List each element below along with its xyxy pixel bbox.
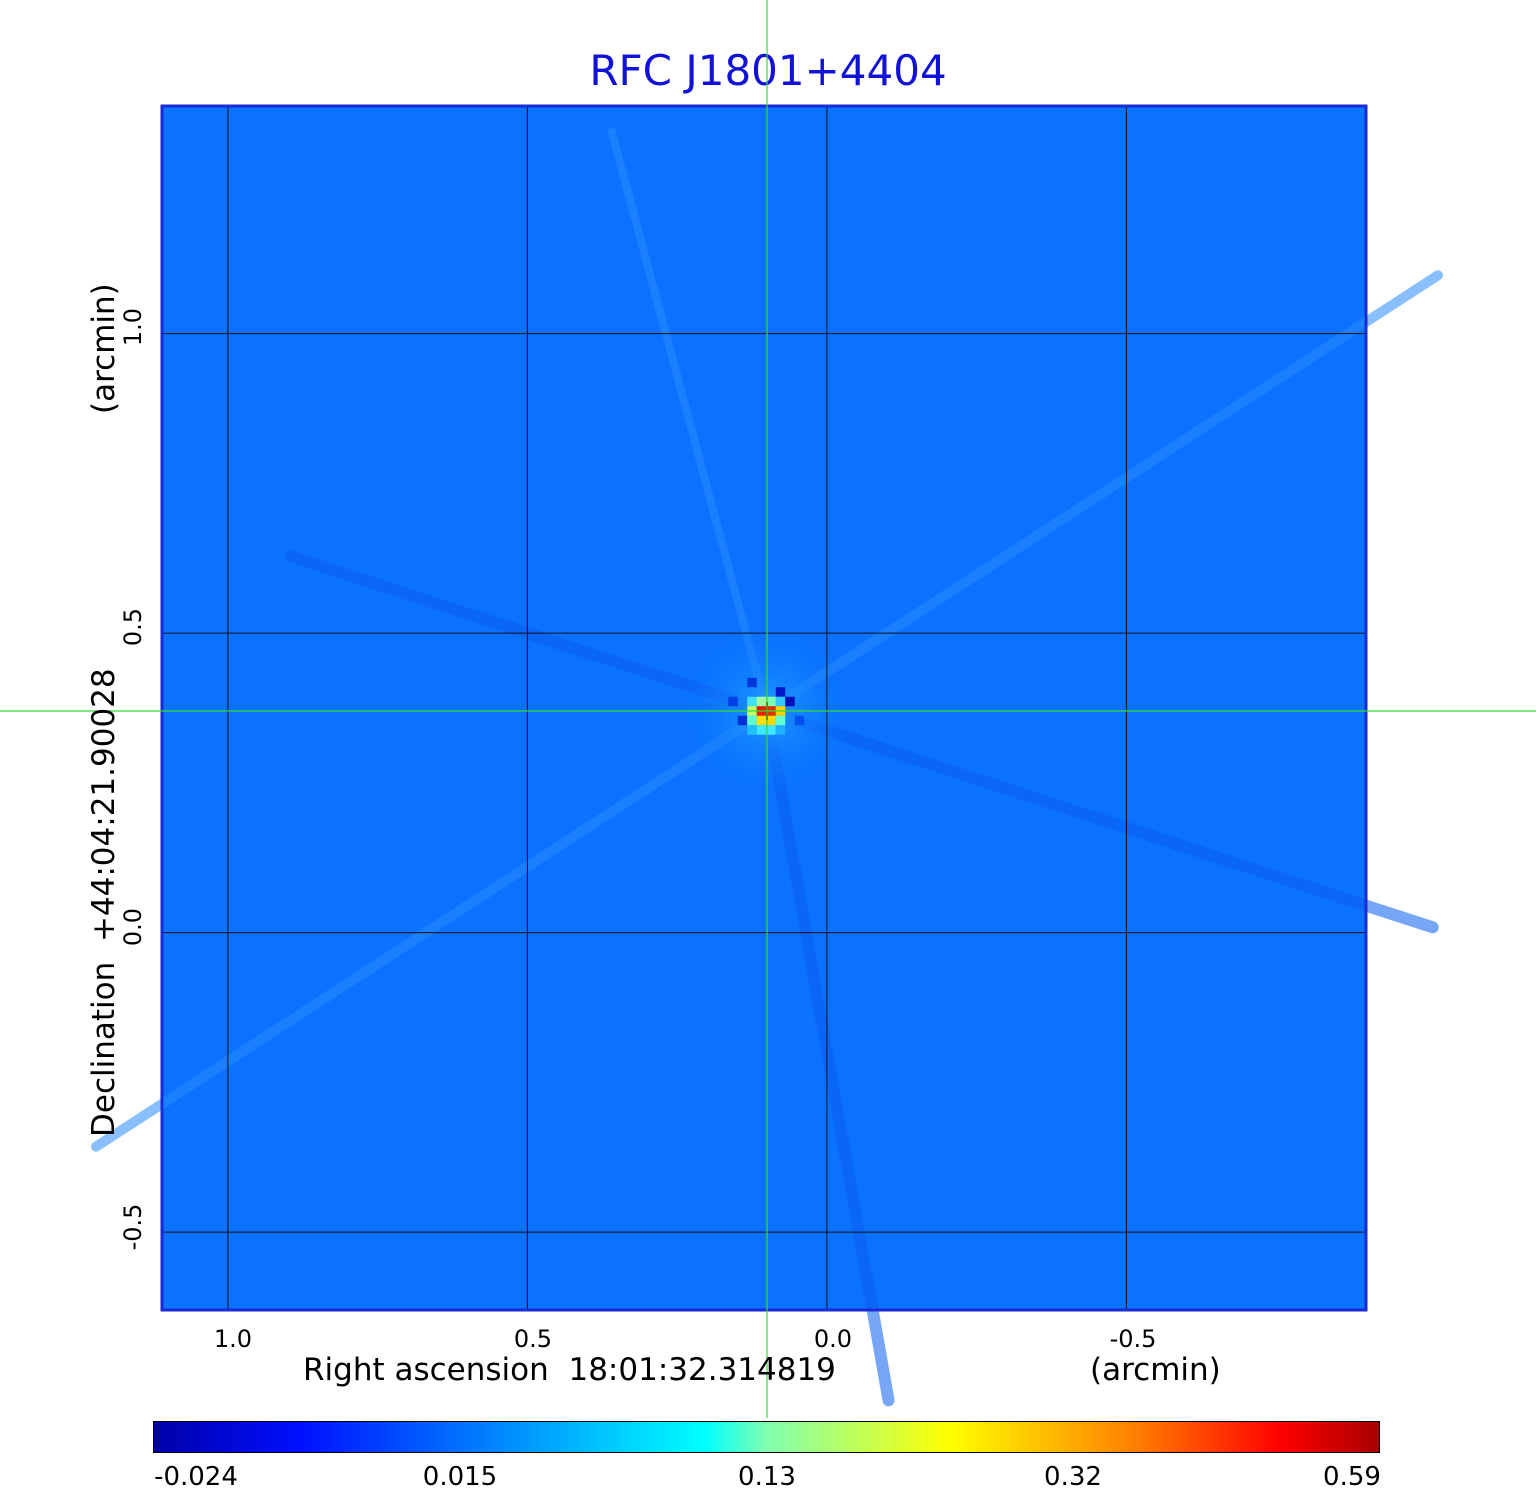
source-pixel <box>766 725 776 735</box>
colorbar <box>153 1421 1380 1453</box>
source-pixel <box>766 696 776 707</box>
sidelobe-streak <box>607 127 771 715</box>
source-pixel <box>756 725 767 735</box>
sidelobe-streaks <box>91 127 1443 1407</box>
x-tick-label: 0.5 <box>513 1325 553 1353</box>
colorbar-tick-label: 0.32 <box>1044 1462 1102 1492</box>
y-tick-label: -0.5 <box>119 1203 147 1251</box>
sidelobe-streak <box>760 704 895 1407</box>
x-tick-label: 1.0 <box>213 1325 253 1353</box>
grid-lines <box>162 106 1366 1310</box>
y-axis-unit: (arcmin) <box>86 283 122 414</box>
source-pixel <box>775 715 786 726</box>
sidelobe-streak <box>760 704 1439 934</box>
colorbar-tick-label: 0.59 <box>1323 1462 1381 1492</box>
source-pixel <box>756 715 767 726</box>
source-pixel <box>785 696 795 707</box>
chart-title: RFC J1801+4404 <box>589 46 947 95</box>
source-pixel <box>775 725 786 735</box>
colorbar-tick-label: 0.015 <box>422 1462 498 1492</box>
x-axis-unit: (arcmin) <box>1090 1352 1221 1388</box>
colorbar-tick-label: -0.024 <box>154 1462 238 1492</box>
x-axis-label: Right ascension 18:01:32.314819 <box>303 1352 836 1388</box>
sidelobe-streak <box>91 705 772 1152</box>
source-pixel <box>728 696 738 707</box>
y-tick-label: 0.5 <box>119 607 147 647</box>
source-pixel <box>747 725 757 735</box>
plot-frame <box>160 104 1368 1312</box>
source-pixel <box>756 696 767 707</box>
source-pixel <box>775 696 786 707</box>
x-tick-label: -0.5 <box>1109 1325 1157 1353</box>
source-pixel <box>775 687 786 697</box>
x-tick-label: 0.0 <box>813 1325 853 1353</box>
source-pixel <box>747 715 757 726</box>
y-axis-label: Declination +44:04:21.90028 <box>86 668 122 1137</box>
source-pixel <box>766 715 776 726</box>
colorbar-tick-label: 0.13 <box>738 1462 796 1492</box>
source-pixel <box>747 677 757 688</box>
y-tick-label: 1.0 <box>119 307 147 347</box>
sidelobe-streak <box>761 270 1443 716</box>
source-pixel <box>794 715 805 726</box>
source-pixel <box>737 715 748 726</box>
y-tick-label: 0.0 <box>119 907 147 947</box>
crosshair <box>0 0 1536 1418</box>
source-pixel <box>747 696 757 707</box>
